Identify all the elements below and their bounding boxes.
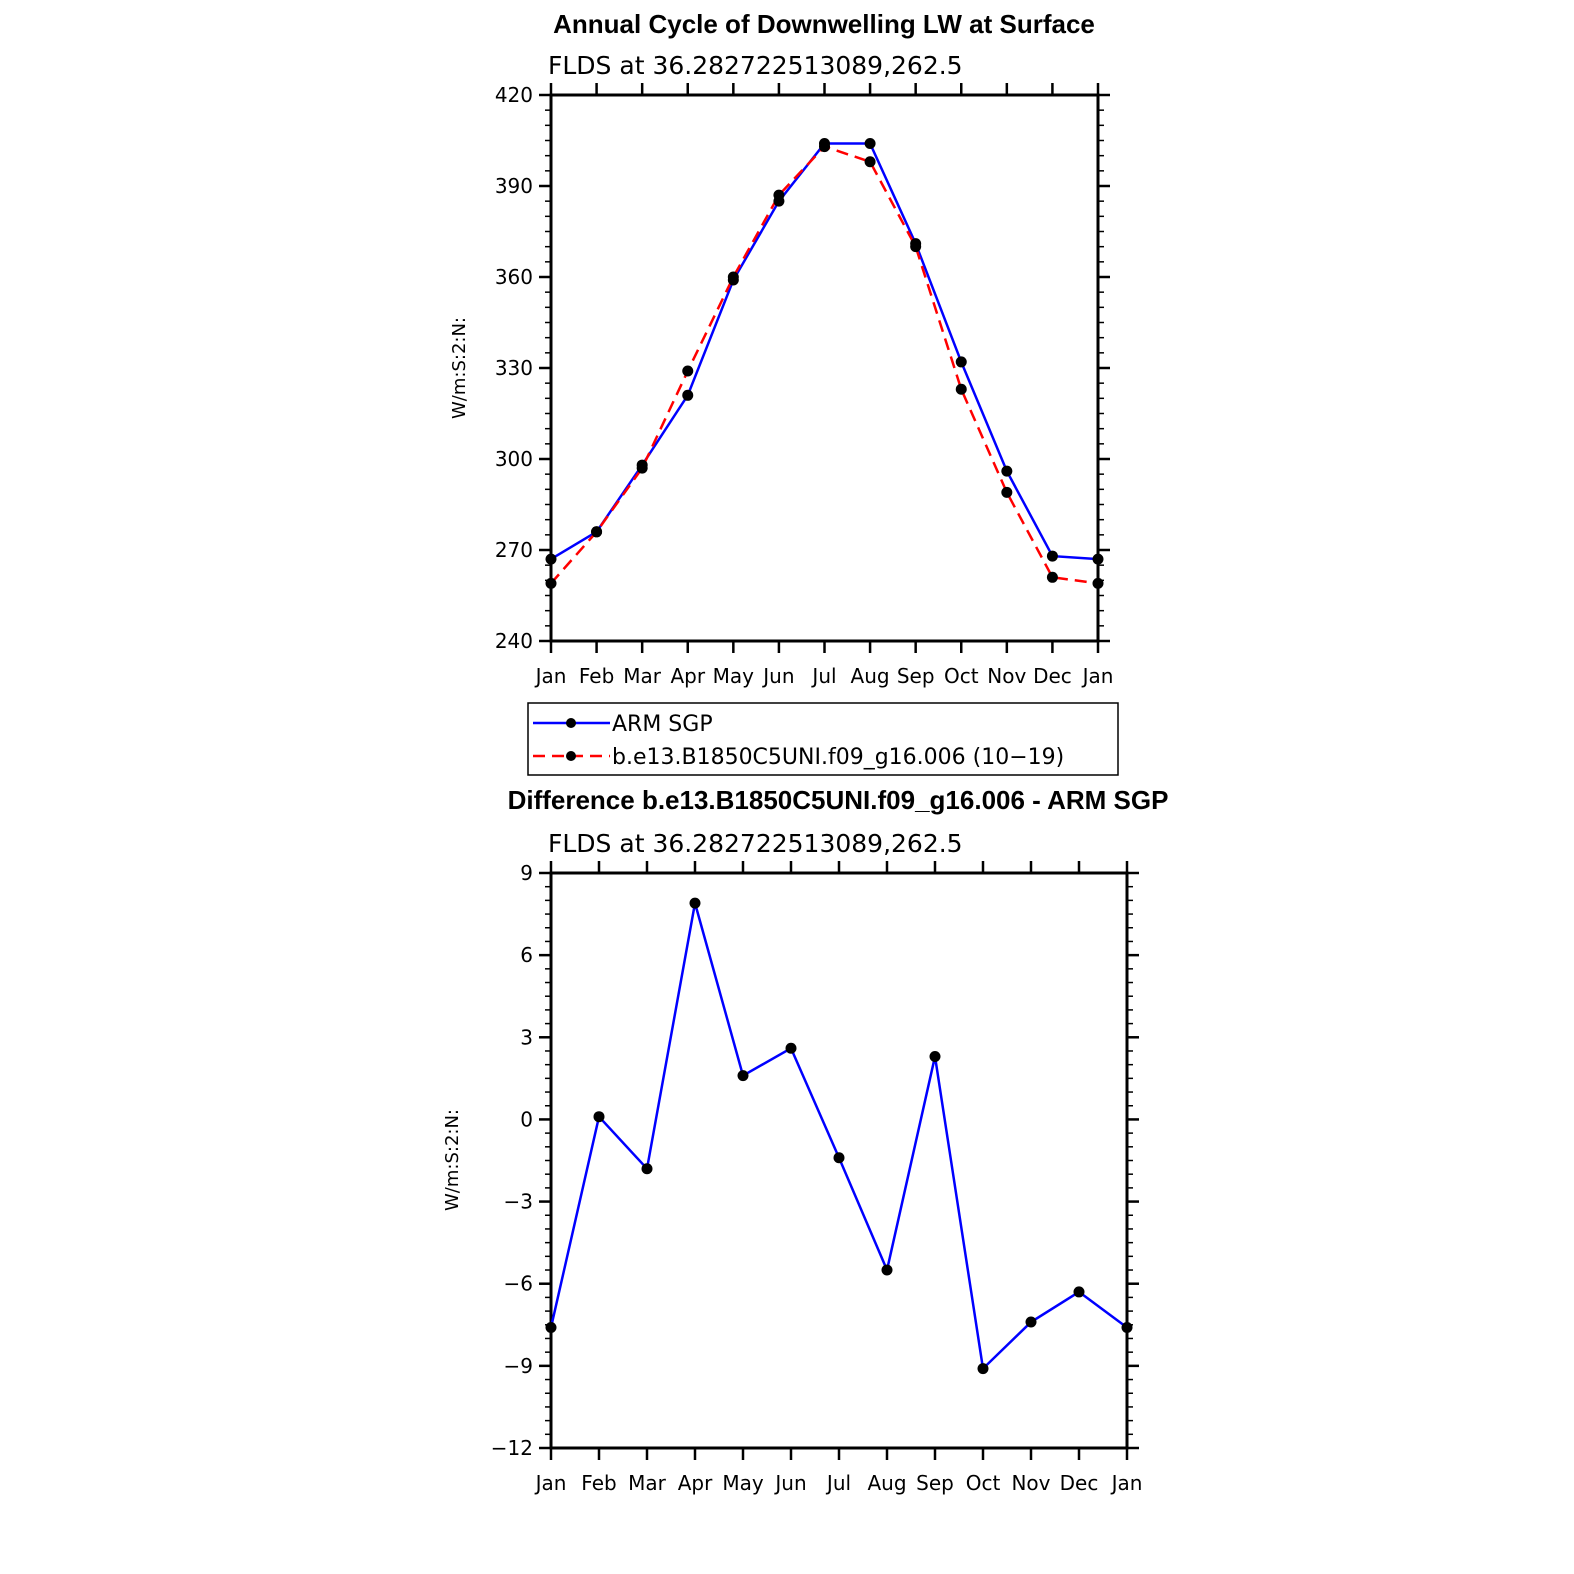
data-point-series-0 <box>689 897 701 909</box>
x-tick-label: Jan <box>1110 1471 1143 1495</box>
x-tick-label: Oct <box>944 664 979 688</box>
data-point-series-0 <box>955 356 967 368</box>
x-tick-label: Sep <box>916 1471 954 1495</box>
data-point-series-1 <box>864 156 876 168</box>
data-point-series-1 <box>910 241 922 253</box>
data-point-series-0 <box>1025 1316 1037 1328</box>
y-tick-label: 240 <box>495 629 533 653</box>
chart2-title: Difference b.e13.B1850C5UNI.f09_g16.006 … <box>508 785 1169 815</box>
data-point-series-1 <box>1001 486 1013 498</box>
data-point-series-0 <box>1073 1286 1085 1298</box>
data-point-series-0 <box>641 1163 653 1175</box>
series-line-1 <box>550 145 1099 585</box>
data-point-series-0 <box>682 389 694 401</box>
x-tick-label: Jan <box>534 664 567 688</box>
x-tick-label: Mar <box>628 1471 667 1495</box>
y-tick-label: −9 <box>504 1354 533 1378</box>
y-tick-label: 330 <box>495 356 533 380</box>
data-point-series-0 <box>785 1042 797 1054</box>
data-point-series-0 <box>881 1264 893 1276</box>
chart2-y-axis-label: W/m:S:2:N: <box>442 1109 463 1211</box>
legend-label-arm-sgp: ARM SGP <box>612 712 713 737</box>
data-point-series-0 <box>833 1152 845 1164</box>
chart1-plot: 240 270 300 330 360 390 420 Jan Feb Mar Apr May Jun J… <box>495 83 1114 688</box>
data-point-series-0 <box>545 553 557 565</box>
x-tick-label: Jun <box>773 1471 806 1495</box>
data-point-series-1 <box>1092 577 1104 589</box>
legend-label-model: b.e13.B1850C5UNI.f09_g16.006 (10−19) <box>612 745 1064 770</box>
y-tick-label: 9 <box>520 861 533 885</box>
data-point-series-1 <box>636 462 648 474</box>
chart1-legend: ARM SGP b.e13.B1850C5UNI.f09_g16.006 (10… <box>527 702 1119 776</box>
series-line-0 <box>549 902 1128 1372</box>
x-tick-label: Aug <box>851 664 890 688</box>
x-tick-label: Dec <box>1033 664 1072 688</box>
data-point-series-1 <box>1046 571 1058 583</box>
data-point-series-1 <box>773 189 785 201</box>
data-point-series-0 <box>977 1363 989 1375</box>
data-point-series-0 <box>593 1111 605 1123</box>
x-tick-label: Oct <box>966 1471 1001 1495</box>
x-tick-label: Nov <box>987 664 1026 688</box>
x-tick-label: Jul <box>825 1471 851 1495</box>
data-point-series-1 <box>591 526 603 538</box>
x-tick-label: Jul <box>810 664 836 688</box>
y-tick-label: −12 <box>491 1436 533 1460</box>
y-tick-label: −6 <box>504 1272 533 1296</box>
chart1-title: Annual Cycle of Downwelling LW at Surfac… <box>553 9 1095 39</box>
data-point-series-0 <box>1092 553 1104 565</box>
chart1-subtitle: FLDS at 36.282722513089,262.5 <box>548 51 963 80</box>
x-tick-label: Jan <box>534 1471 567 1495</box>
data-point-series-1 <box>545 577 557 589</box>
y-tick-label: 300 <box>495 447 533 471</box>
legend-box <box>527 702 1119 776</box>
data-point-series-0 <box>1121 1322 1133 1334</box>
y-tick-label: 360 <box>495 265 533 289</box>
data-point-series-1 <box>955 383 967 395</box>
x-tick-label: May <box>722 1471 764 1495</box>
data-point-series-0 <box>737 1070 749 1082</box>
y-tick-label: 390 <box>495 174 533 198</box>
chart1-y-axis-label: W/m:S:2:N: <box>449 317 470 419</box>
x-tick-label: Feb <box>579 664 614 688</box>
data-point-series-0 <box>1046 550 1058 562</box>
y-tick-label: −3 <box>504 1190 533 1214</box>
data-point-series-0 <box>545 1322 557 1334</box>
x-tick-label: Jun <box>761 664 794 688</box>
data-point-series-0 <box>1001 465 1013 477</box>
x-tick-label: Apr <box>670 664 705 688</box>
legend-marker-arm-sgp <box>566 718 576 728</box>
data-point-series-1 <box>727 271 739 283</box>
y-tick-label: 420 <box>495 83 533 107</box>
x-tick-label: Feb <box>581 1471 616 1495</box>
x-tick-label: Jan <box>1081 664 1114 688</box>
data-point-series-0 <box>864 138 876 150</box>
y-tick-label: 3 <box>520 1025 533 1049</box>
y-tick-label: 6 <box>520 943 533 967</box>
plot-frame <box>549 93 1100 643</box>
x-tick-label: Aug <box>867 1471 906 1495</box>
legend-marker-model <box>566 751 576 761</box>
series-line-0 <box>550 142 1099 561</box>
x-tick-label: Apr <box>678 1471 713 1495</box>
chart2-plot: −12 −9 −6 −3 0 3 6 9 Jan Feb Mar Apr May Jun Jul Aug Sep… <box>491 861 1143 1495</box>
x-tick-label: Dec <box>1060 1471 1099 1495</box>
y-tick-label: 0 <box>520 1107 533 1131</box>
x-tick-label: Nov <box>1011 1471 1050 1495</box>
chart2-subtitle: FLDS at 36.282722513089,262.5 <box>548 829 963 858</box>
data-point-series-1 <box>819 141 830 153</box>
x-tick-label: Mar <box>623 664 662 688</box>
data-point-series-1 <box>682 365 694 377</box>
y-tick-label: 270 <box>495 538 533 562</box>
x-tick-label: Sep <box>897 664 935 688</box>
data-point-series-0 <box>929 1050 941 1062</box>
x-tick-label: May <box>713 664 755 688</box>
